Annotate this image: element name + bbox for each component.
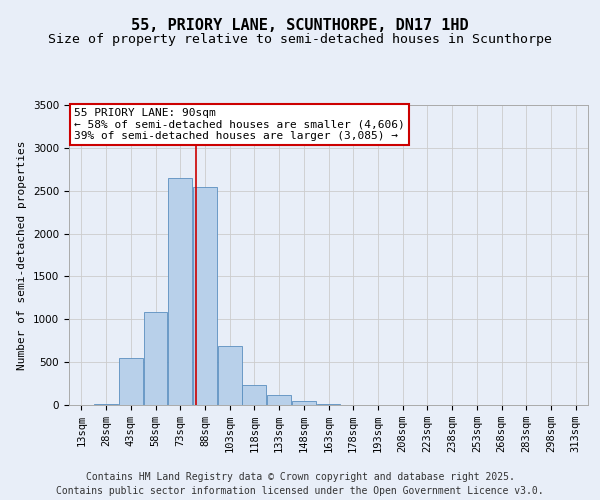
Text: Contains HM Land Registry data © Crown copyright and database right 2025.
Contai: Contains HM Land Registry data © Crown c… [56,472,544,496]
Text: 55, PRIORY LANE, SCUNTHORPE, DN17 1HD: 55, PRIORY LANE, SCUNTHORPE, DN17 1HD [131,18,469,32]
Bar [143,312,167,405]
Bar [94,404,118,405]
Text: 55 PRIORY LANE: 90sqm
← 58% of semi-detached houses are smaller (4,606)
39% of s: 55 PRIORY LANE: 90sqm ← 58% of semi-deta… [74,108,405,141]
Bar [168,178,192,405]
Bar [119,358,143,405]
Text: Size of property relative to semi-detached houses in Scunthorpe: Size of property relative to semi-detach… [48,32,552,46]
Bar [267,395,291,405]
Y-axis label: Number of semi-detached properties: Number of semi-detached properties [17,140,28,370]
Bar [242,386,266,405]
Bar [317,404,340,405]
Bar [292,401,316,405]
Bar [218,346,242,405]
Bar [193,188,217,405]
